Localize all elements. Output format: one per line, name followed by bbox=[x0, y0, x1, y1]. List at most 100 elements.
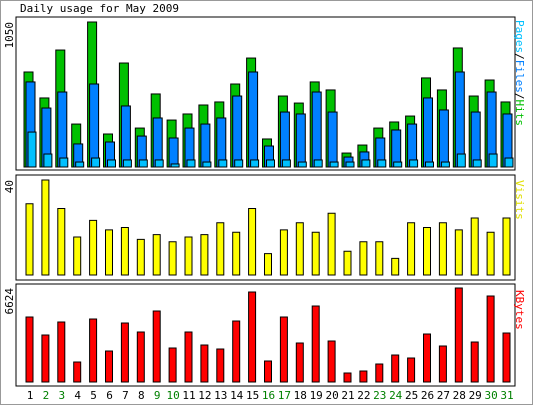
bar bbox=[343, 250, 352, 276]
bar bbox=[200, 234, 209, 276]
bar bbox=[264, 360, 272, 383]
bar bbox=[107, 159, 116, 168]
x-tick-label: 24 bbox=[389, 389, 403, 402]
legend: Visits bbox=[513, 180, 526, 220]
x-tick-label: 5 bbox=[90, 389, 97, 402]
bar bbox=[391, 257, 400, 276]
bar bbox=[120, 227, 129, 276]
bar bbox=[440, 161, 450, 168]
bar bbox=[105, 350, 113, 383]
bar bbox=[472, 159, 482, 168]
legend: KBytes bbox=[513, 290, 526, 330]
bar bbox=[359, 370, 368, 383]
legend-entry: Visits bbox=[513, 180, 526, 220]
bar bbox=[488, 153, 498, 168]
bar bbox=[234, 159, 244, 168]
x-tick-label: 21 bbox=[341, 389, 354, 402]
bar bbox=[248, 208, 257, 276]
bar bbox=[122, 159, 132, 168]
bar bbox=[295, 222, 304, 276]
bar bbox=[454, 229, 463, 276]
x-tick-label: 22 bbox=[357, 389, 370, 402]
bar bbox=[184, 236, 193, 276]
bar bbox=[359, 241, 368, 276]
bar bbox=[393, 161, 403, 168]
bar bbox=[281, 159, 291, 168]
x-tick-label: 13 bbox=[214, 389, 227, 402]
bar bbox=[425, 161, 434, 168]
bar bbox=[407, 222, 416, 276]
bar bbox=[89, 83, 100, 168]
bar bbox=[486, 295, 495, 383]
bar bbox=[438, 109, 449, 168]
bar bbox=[41, 179, 50, 276]
bar bbox=[327, 111, 338, 168]
x-tick-label: 3 bbox=[58, 389, 65, 402]
bar bbox=[25, 316, 34, 383]
bar bbox=[136, 238, 145, 276]
bar bbox=[327, 340, 336, 383]
bar bbox=[168, 347, 177, 383]
bar bbox=[279, 229, 288, 276]
x-tick-label: 10 bbox=[166, 389, 179, 402]
x-tick-label: 7 bbox=[122, 389, 129, 402]
bar bbox=[43, 153, 53, 168]
chart-title: Daily usage for May 2009 bbox=[20, 2, 179, 15]
bar bbox=[248, 291, 257, 383]
bar bbox=[329, 161, 339, 168]
bar bbox=[311, 305, 320, 383]
bar bbox=[136, 331, 145, 383]
legend-entry: KBytes bbox=[513, 290, 526, 330]
bar bbox=[25, 203, 34, 276]
bar bbox=[454, 71, 465, 168]
y-tick-label: 40 bbox=[3, 180, 16, 193]
bar bbox=[377, 159, 387, 168]
x-tick-label: 14 bbox=[230, 389, 244, 402]
bar bbox=[343, 372, 352, 383]
x-tick-label: 31 bbox=[500, 389, 513, 402]
bar bbox=[248, 71, 259, 168]
legend-entry: Files bbox=[513, 60, 526, 93]
legend-separator: / bbox=[513, 53, 526, 60]
bar bbox=[327, 212, 336, 276]
bar bbox=[154, 159, 164, 168]
bar bbox=[89, 219, 98, 276]
bar bbox=[27, 131, 37, 168]
bar bbox=[152, 234, 161, 276]
x-tick-label: 4 bbox=[74, 389, 81, 402]
bar bbox=[152, 310, 161, 383]
bar bbox=[504, 157, 514, 168]
bar bbox=[295, 113, 306, 168]
bar bbox=[138, 159, 148, 168]
bar bbox=[438, 345, 447, 383]
bar bbox=[232, 95, 243, 168]
bar bbox=[216, 222, 225, 276]
bar bbox=[391, 129, 402, 168]
bar bbox=[232, 320, 241, 383]
bar bbox=[486, 231, 495, 276]
bar bbox=[375, 363, 384, 383]
bar bbox=[375, 241, 384, 276]
bar bbox=[391, 354, 400, 383]
bar bbox=[202, 161, 212, 168]
bar bbox=[186, 159, 196, 168]
bar bbox=[438, 222, 447, 276]
bar bbox=[456, 153, 466, 168]
bar bbox=[361, 159, 371, 168]
bar bbox=[200, 344, 209, 383]
x-tick-label: 9 bbox=[154, 389, 161, 402]
bar bbox=[264, 253, 272, 276]
y-tick-label: 1050 bbox=[3, 22, 16, 49]
bar bbox=[470, 217, 479, 276]
x-tick-label: 17 bbox=[278, 389, 291, 402]
bar bbox=[279, 111, 290, 168]
bar bbox=[409, 159, 419, 168]
x-tick-label: 25 bbox=[405, 389, 418, 402]
x-tick-label: 26 bbox=[421, 389, 434, 402]
bar bbox=[120, 105, 131, 168]
x-tick-label: 23 bbox=[373, 389, 386, 402]
legend-entry: Hits bbox=[513, 100, 526, 127]
bar bbox=[170, 163, 180, 168]
bar bbox=[184, 331, 193, 383]
x-tick-label: 8 bbox=[138, 389, 145, 402]
